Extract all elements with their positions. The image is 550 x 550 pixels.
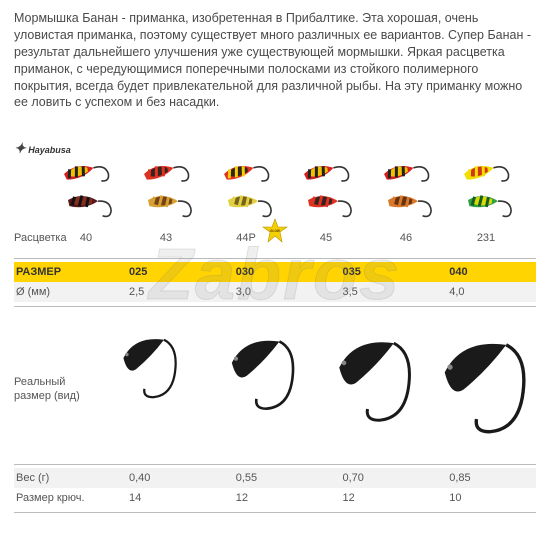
cell-value: 0,70 xyxy=(323,472,430,484)
real-size-silhouette xyxy=(432,330,527,460)
color-number: 45 xyxy=(306,232,346,244)
row-label: Размер крюч. xyxy=(14,492,109,504)
color-number: 44P xyxy=(226,232,266,244)
diam-val: 2,5 xyxy=(109,286,216,298)
real-size-silhouette xyxy=(328,330,413,460)
diam-val: 3,5 xyxy=(323,286,430,298)
color-number: 43 xyxy=(146,232,186,244)
cell-value: 12 xyxy=(323,492,430,504)
cell-value: 12 xyxy=(216,492,323,504)
table-row-diam: Ø (мм) 2,5 3,0 3,5 4,0 xyxy=(14,282,536,302)
size-table: РАЗМЕР 025 030 035 040 Ø (мм) 2,5 3,0 3,… xyxy=(14,262,536,302)
header-col: 030 xyxy=(216,266,323,278)
real-size-silhouette xyxy=(115,330,178,460)
description-text: Мормышка Банан - приманка, изобретенная … xyxy=(0,0,550,119)
color-number: 46 xyxy=(386,232,426,244)
color-labels-row: Расцветка 40 43 44P 45 46 231 xyxy=(0,232,550,252)
bottom-table: Вес (г)0,400,550,700,85Размер крюч.14121… xyxy=(14,468,536,508)
diam-val: 3,0 xyxy=(216,286,323,298)
table-row: Размер крюч.14121210 xyxy=(14,488,536,508)
brand-logo-icon: ✦ xyxy=(14,140,26,156)
lure-color-row xyxy=(60,152,530,232)
lure-swatch xyxy=(218,152,288,222)
color-row-label: Расцветка xyxy=(14,232,67,244)
real-size-section: Реальный размер (вид) xyxy=(14,320,536,460)
lure-swatch xyxy=(378,152,448,222)
real-size-label: Реальный размер (вид) xyxy=(14,375,104,404)
divider xyxy=(14,464,536,465)
header-col: 025 xyxy=(109,266,216,278)
cell-value: 0,55 xyxy=(216,472,323,484)
cell-value: 14 xyxy=(109,492,216,504)
table-row-header: РАЗМЕР 025 030 035 040 xyxy=(14,262,536,282)
lure-swatch xyxy=(138,152,208,222)
table-row: Вес (г)0,400,550,700,85 xyxy=(14,468,536,488)
lure-swatch xyxy=(58,152,128,222)
lure-swatch xyxy=(298,152,368,222)
real-size-silhouette xyxy=(222,330,296,460)
color-number: 231 xyxy=(466,232,506,244)
divider xyxy=(14,306,536,307)
header-label: РАЗМЕР xyxy=(14,266,109,278)
cell-value: 0,40 xyxy=(109,472,216,484)
divider xyxy=(14,258,536,259)
color-number: 40 xyxy=(66,232,106,244)
diam-label: Ø (мм) xyxy=(14,286,109,298)
header-col: 035 xyxy=(323,266,430,278)
lure-swatch xyxy=(458,152,528,222)
header-col: 040 xyxy=(429,266,536,278)
divider xyxy=(14,512,536,513)
row-label: Вес (г) xyxy=(14,472,109,484)
cell-value: 0,85 xyxy=(429,472,536,484)
cell-value: 10 xyxy=(429,492,536,504)
diam-val: 4,0 xyxy=(429,286,536,298)
